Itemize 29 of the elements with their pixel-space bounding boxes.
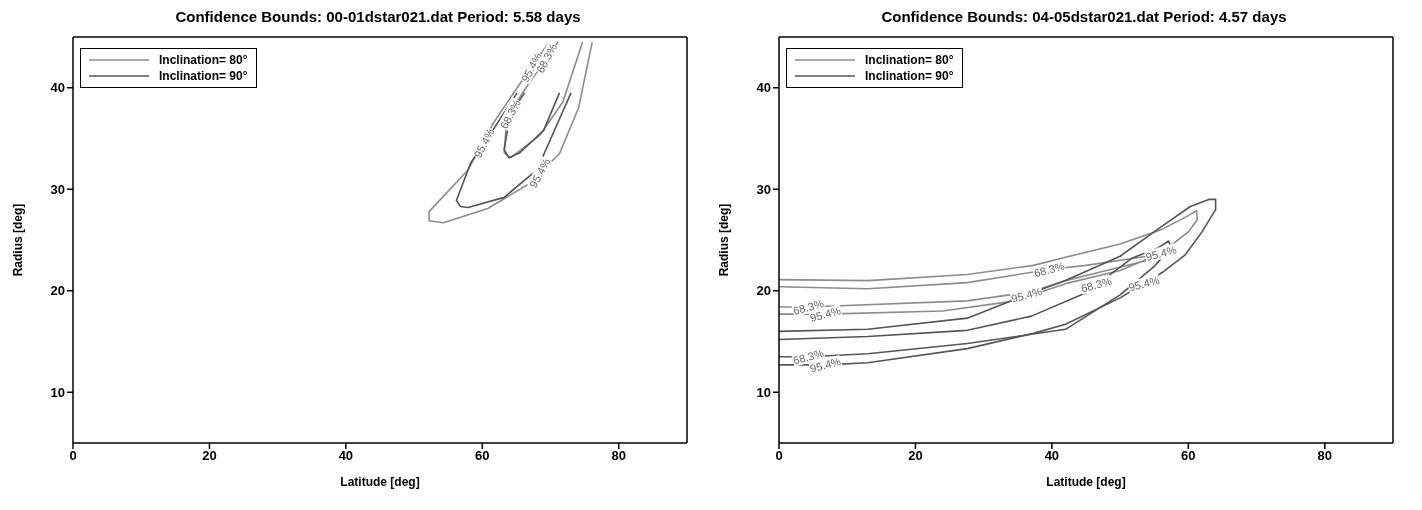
x-axis-title: Latitude [deg] (1046, 475, 1126, 489)
y-tick-label: 30 (50, 181, 65, 197)
chart-title: Confidence Bounds: 04-05dstar021.dat Period: 4.57 days (880, 8, 1288, 27)
x-tick-label: 40 (338, 448, 354, 464)
x-tick-label: 80 (1317, 448, 1333, 464)
y-tick-label: 20 (50, 283, 65, 299)
x-tick-label: 20 (908, 448, 923, 464)
y-axis-title: Radius [deg] (11, 203, 26, 277)
x-tick-label: 60 (475, 448, 490, 464)
y-tick-label: 10 (50, 384, 65, 400)
x-tick-label: 20 (202, 448, 217, 464)
legend-label: Inclination= 80° (159, 53, 248, 67)
x-tick-label: 0 (69, 448, 77, 464)
legend-label: Inclination= 80° (865, 53, 954, 67)
x-tick-label: 0 (775, 448, 783, 464)
y-tick-label: 10 (756, 384, 771, 400)
y-tick-label: 30 (756, 181, 771, 197)
x-tick-label: 60 (1181, 448, 1196, 464)
chart-title: Confidence Bounds: 00-01dstar021.dat Period: 5.58 days (174, 8, 582, 27)
y-axis-title: Radius [deg] (717, 203, 732, 277)
x-tick-label: 80 (611, 448, 627, 464)
y-tick-label: 40 (756, 80, 771, 96)
y-tick-label: 20 (756, 283, 771, 299)
x-axis-title: Latitude [deg] (340, 475, 420, 489)
annotation: 68.3% (1079, 274, 1114, 295)
x-tick-label: 40 (1044, 448, 1060, 464)
legend-label: Inclination= 90° (159, 69, 248, 83)
legend-label: Inclination= 90° (865, 69, 954, 83)
y-tick-label: 40 (50, 80, 65, 96)
